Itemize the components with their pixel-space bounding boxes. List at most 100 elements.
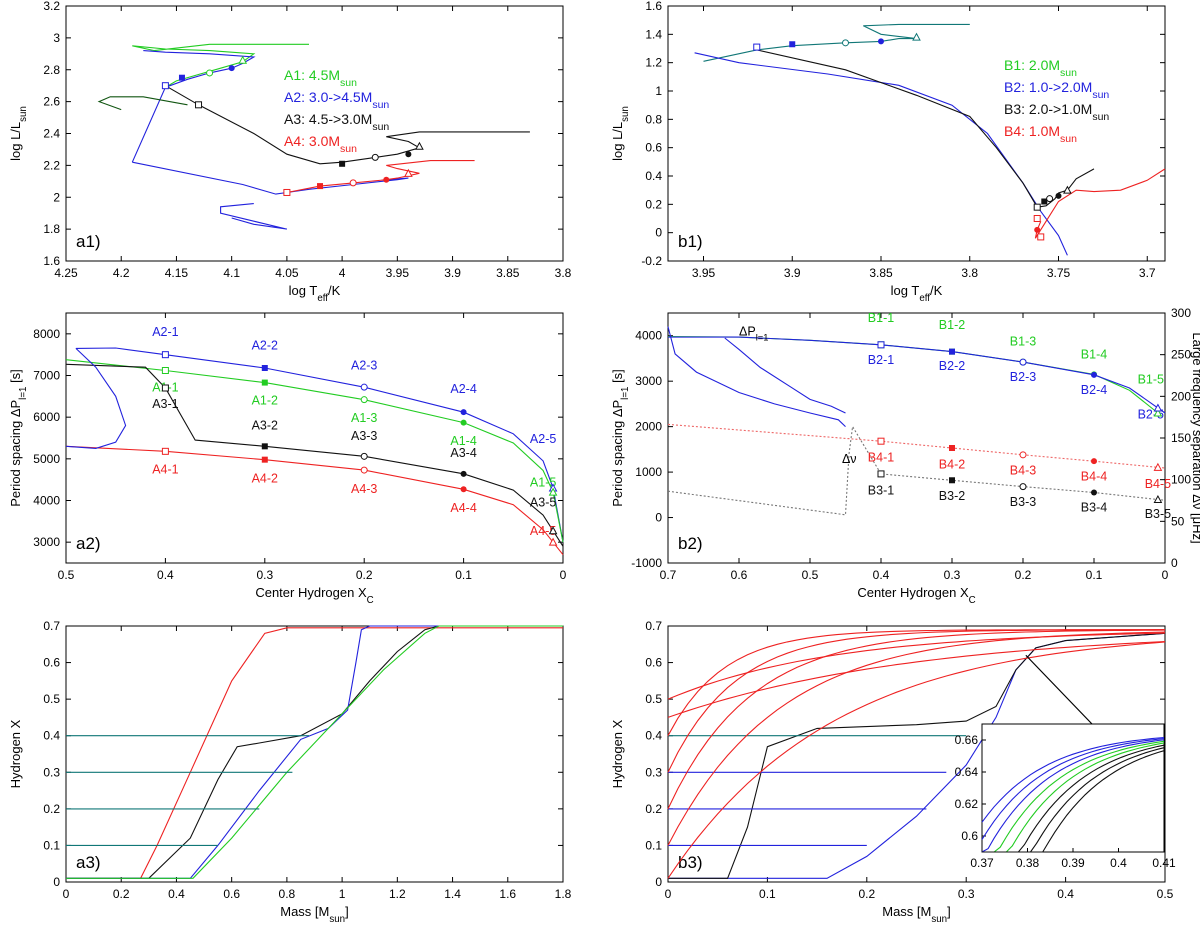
open-square-marker bbox=[877, 341, 885, 349]
open-circle-marker bbox=[1019, 451, 1027, 459]
triangle-marker bbox=[1063, 185, 1072, 194]
x-tick-label: 0.2 bbox=[1015, 568, 1032, 582]
y-tick-label: 1.8 bbox=[43, 222, 60, 236]
open-circle-marker bbox=[206, 69, 214, 77]
triangle-marker bbox=[238, 55, 248, 64]
filled-square-marker bbox=[949, 477, 955, 484]
inset-y-tick-label: 0.64 bbox=[955, 765, 979, 779]
x-tick-label: 3.75 bbox=[1047, 266, 1071, 280]
y-tick-label: 0.3 bbox=[645, 765, 662, 779]
x-tick-label: 4.05 bbox=[275, 266, 299, 280]
point-label: B2-3 bbox=[1010, 370, 1036, 384]
open-square-marker bbox=[1037, 233, 1045, 241]
series-b4 bbox=[1034, 168, 1166, 239]
series-b4-red bbox=[667, 640, 1166, 718]
panel-tag: a1) bbox=[76, 232, 101, 251]
x-tick-label: 0.4 bbox=[873, 568, 890, 582]
y-tick-label: 0.4 bbox=[645, 729, 662, 743]
open-square-marker bbox=[161, 82, 169, 90]
point-label: B3-5 bbox=[1145, 507, 1171, 521]
filled-square-marker bbox=[1041, 198, 1048, 205]
x-tick-label: 1.2 bbox=[389, 887, 406, 901]
y-tick-label: 0.4 bbox=[43, 729, 60, 743]
x-tick-label: 0.4 bbox=[157, 568, 174, 582]
point-label: B4-4 bbox=[1081, 470, 1107, 484]
series-a1 bbox=[132, 43, 309, 88]
filled-square-marker bbox=[949, 348, 955, 355]
filled-square-marker bbox=[261, 379, 268, 386]
triangle-marker bbox=[1153, 408, 1163, 417]
point-label: B1-1 bbox=[868, 311, 894, 325]
triangle-marker bbox=[404, 168, 413, 177]
y-tick-label: 0.5 bbox=[43, 692, 60, 706]
inset-x-tick-label: 0.37 bbox=[970, 856, 994, 870]
y-tick-label: 2.6 bbox=[43, 95, 60, 109]
series-a2-loop bbox=[220, 203, 288, 230]
filled-circle-marker bbox=[228, 65, 235, 72]
inset-series bbox=[981, 739, 1165, 853]
series-a3 bbox=[65, 363, 564, 547]
x-tick-label: 0.4 bbox=[168, 887, 185, 901]
open-square-marker bbox=[1033, 203, 1041, 211]
filled-circle-marker bbox=[460, 470, 467, 477]
x-tick-label: 3.9 bbox=[784, 266, 801, 280]
y-tick-label: 0.6 bbox=[645, 656, 662, 670]
x-tick-label: 0.2 bbox=[356, 568, 373, 582]
y-tick-label: 0.6 bbox=[43, 656, 60, 670]
filled-square-marker bbox=[949, 445, 955, 451]
point-label: A4-4 bbox=[450, 501, 476, 515]
x-tick-label: 0 bbox=[560, 568, 567, 582]
inset-y-tick-label: 0.62 bbox=[955, 797, 979, 811]
inset-series bbox=[982, 750, 1165, 853]
point-label: B2-4 bbox=[1081, 383, 1107, 397]
y2-tick-label: 0 bbox=[1171, 556, 1178, 570]
filled-circle-marker bbox=[405, 151, 412, 158]
open-circle-marker bbox=[371, 153, 379, 161]
series-a2 bbox=[75, 347, 564, 543]
series-a1-hook bbox=[97, 96, 188, 111]
x-tick-label: 0 bbox=[665, 887, 672, 901]
open-square-marker bbox=[161, 367, 169, 374]
series-a2 bbox=[131, 50, 256, 163]
chart-b2: 0.7 0.6 0.5 0.4 0.3 0.2 0.1 0-10000100020003000… bbox=[610, 306, 1200, 606]
y-tick-label: 2.4 bbox=[43, 127, 60, 141]
point-label: A4-3 bbox=[351, 482, 377, 496]
y-tick-label: 0.2 bbox=[645, 802, 662, 816]
y-tick-label: 0.4 bbox=[645, 169, 662, 183]
panel-tag: a2) bbox=[76, 534, 101, 553]
y-tick-label: 4000 bbox=[635, 329, 662, 343]
filled-square-marker bbox=[261, 443, 268, 450]
y-tick-label: 4000 bbox=[33, 494, 60, 508]
inset-x-tick-label: 0.4 bbox=[1110, 856, 1127, 870]
plot-frame bbox=[65, 312, 564, 564]
chart-a2: 0.5 0.4 0.3 0.2 0.1 0 3000 4000 5000 6000 7000 8000… bbox=[8, 312, 567, 606]
point-label: B1-3 bbox=[1010, 335, 1036, 349]
x-tick-label: 3.8 bbox=[555, 266, 572, 280]
filled-circle-marker bbox=[460, 409, 467, 416]
filled-circle-marker bbox=[1091, 489, 1097, 496]
series-b3-black bbox=[668, 632, 1166, 879]
y-tick-label: 0 bbox=[53, 875, 60, 889]
series-b2 bbox=[694, 52, 1068, 256]
series-a2-descent bbox=[132, 161, 409, 195]
y-tick-label: 1.6 bbox=[43, 254, 60, 268]
legend-entry: B2: 1.0->2.0Msun bbox=[1004, 79, 1109, 101]
point-label: A2-3 bbox=[351, 358, 377, 372]
y-tick-label: 8000 bbox=[33, 327, 60, 341]
x-tick-label: 1.8 bbox=[555, 887, 572, 901]
point-label: A1-2 bbox=[252, 394, 278, 408]
x-tick-label: 3.95 bbox=[692, 266, 716, 280]
triangle-marker bbox=[415, 141, 424, 150]
x-tick-label: 3.85 bbox=[869, 266, 893, 280]
filled-square-marker bbox=[261, 365, 268, 371]
open-circle-marker bbox=[360, 383, 368, 391]
y-tick-label: -1000 bbox=[631, 556, 662, 570]
point-label: A2-4 bbox=[450, 382, 476, 396]
x-tick-label: 0.3 bbox=[958, 887, 975, 901]
open-circle-marker bbox=[1046, 195, 1054, 203]
x-tick-label: 1.4 bbox=[444, 887, 461, 901]
point-label: B1-5 bbox=[1138, 372, 1164, 386]
x-tick-label: 4 bbox=[339, 266, 346, 280]
filled-circle-marker bbox=[1091, 458, 1097, 465]
